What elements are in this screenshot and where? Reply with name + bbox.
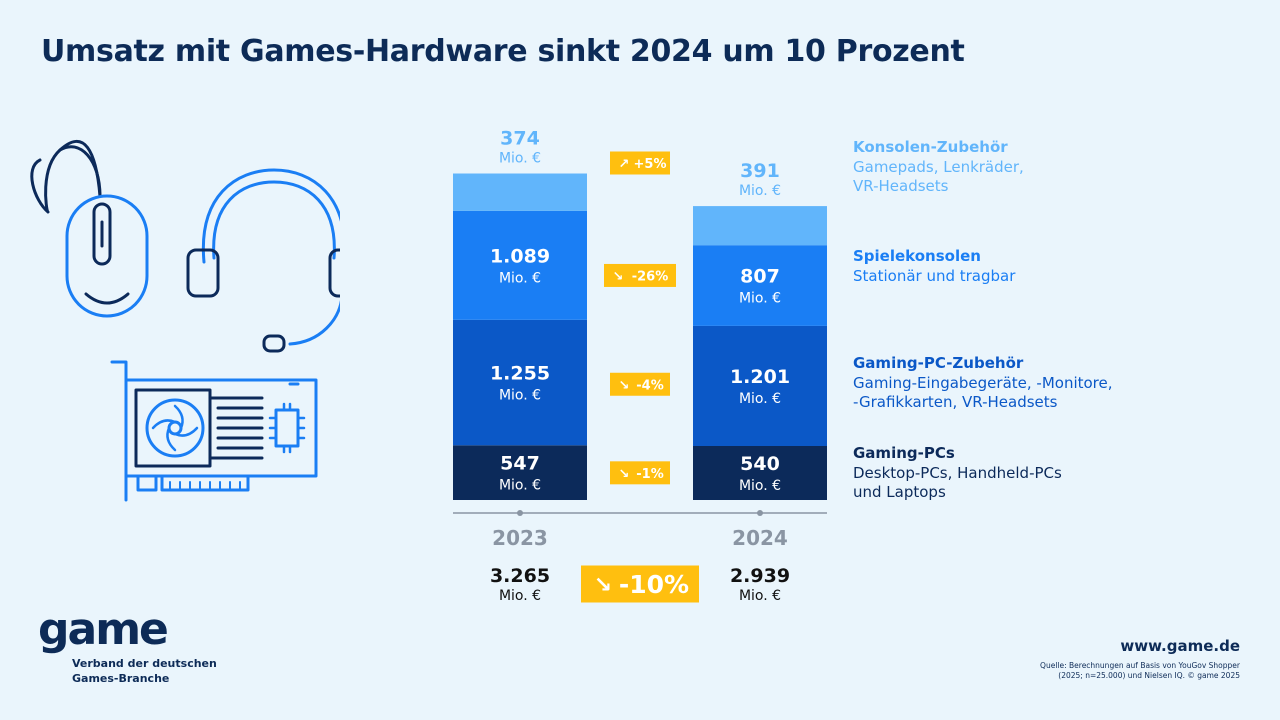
value-label: 1.089 [490,245,550,267]
bar-segment-console_accessories-2024 [693,206,827,246]
x-tick-label: 2024 [732,526,788,550]
arrow-up-right-icon: ↗ [619,157,630,172]
arrow-down-right-icon: ↘ [613,269,624,284]
change-value: +5% [634,157,667,172]
unit-label: Mio. € [499,478,541,494]
change-value: -26% [632,269,669,284]
value-label: 807 [740,266,780,288]
unit-label: Mio. € [499,270,541,286]
change-value: -10% [619,570,689,599]
legend-description: Stationär und tragbar [853,267,1016,285]
bar-segment-pc_accessories-2024 [693,325,827,446]
source-line2: (2025; n=25.000) und Nielsen IQ. © game … [1058,671,1240,680]
change-badge [610,372,670,396]
headset-icon [186,168,340,353]
change-value: -4% [636,378,663,393]
logo-subtitle-line2: Games-Branche [72,672,170,685]
hardware-illustration [30,139,340,502]
total-unit: Mio. € [499,588,541,604]
arrow-down-right-icon: ↘ [619,467,630,482]
source-line1: Quelle: Berechnungen auf Basis von YouGo… [1040,661,1240,670]
arrow-down-right-icon: ↘ [594,573,612,598]
legend-title-console_accessories: Konsolen-Zubehör [853,138,1008,156]
bar-segment-consoles-2023 [453,210,587,320]
value-label: 1.201 [730,366,790,388]
value-label: 547 [500,453,540,475]
bar-segment-console_accessories-2023 [453,173,587,211]
total-value: 3.265 [490,565,550,587]
x-axis-tick [757,510,763,516]
arrow-down-right-icon: ↘ [619,378,630,393]
website-link[interactable]: www.game.de [1120,637,1240,655]
value-label: 1.255 [490,363,550,385]
change-badge [604,263,676,287]
legend-title-consoles: Spielekonsolen [853,247,981,265]
bar-segment-pc_accessories-2023 [453,319,587,446]
change-badge [610,461,670,485]
unit-label: Mio. € [739,183,781,199]
legend-description: Gamepads, Lenkräder, [853,158,1024,176]
mouse-icon [30,139,149,318]
game-logo: game [38,604,169,655]
value-label: 391 [740,160,780,182]
unit-label: Mio. € [739,291,781,307]
bar-segment-gaming_pcs-2023 [453,445,587,500]
change-value: -1% [636,467,663,482]
legend-description: Desktop-PCs, Handheld-PCs [853,464,1062,482]
unit-label: Mio. € [499,151,541,167]
total-unit: Mio. € [739,588,781,604]
unit-label: Mio. € [739,478,781,494]
legend-description: -Grafikkarten, VR-Headsets [853,393,1058,411]
page-title: Umsatz mit Games-Hardware sinkt 2024 um … [41,34,965,69]
graphics-card-icon [110,360,318,502]
total-value: 2.939 [730,565,790,587]
legend-title-pc_accessories: Gaming-PC-Zubehör [853,354,1024,372]
legend-description: Gaming-Eingabegeräte, -Monitore, [853,374,1113,392]
logo-subtitle-line1: Verband der deutschen [72,657,217,670]
x-tick-label: 2023 [492,526,548,550]
source-note: Quelle: Berechnungen auf Basis von YouGo… [980,661,1240,681]
bar-segment-consoles-2024 [693,245,827,326]
x-axis-tick [517,510,523,516]
value-label: 540 [740,453,780,475]
unit-label: Mio. € [499,388,541,404]
legend-description: und Laptops [853,483,946,501]
unit-label: Mio. € [739,391,781,407]
legend-description: VR-Headsets [853,177,949,195]
logo-subtitle: Verband der deutschen Games-Branche [72,656,217,686]
bar-segment-gaming_pcs-2024 [693,446,827,500]
value-label: 374 [500,128,540,150]
legend-title-gaming_pcs: Gaming-PCs [853,444,955,462]
change-badge [581,565,699,603]
change-badge [610,151,670,175]
